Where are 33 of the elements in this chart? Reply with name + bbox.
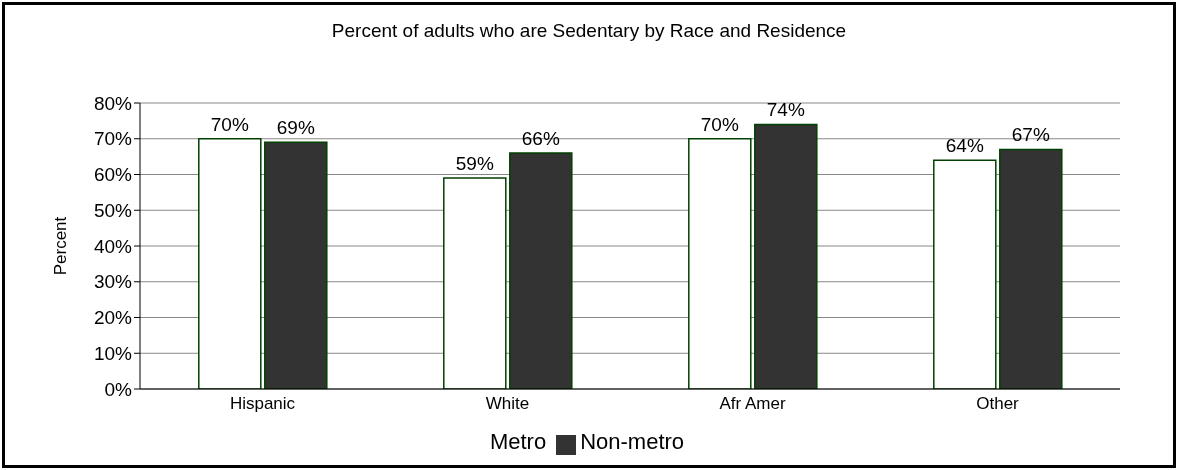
y-tick-label: 80% [93,92,133,114]
x-tick-label: Afr Amer [719,394,786,414]
y-tick-label: 20% [93,307,133,329]
y-axis-title: Percent [51,216,71,276]
series-label: Metro [489,429,547,454]
data-label: 70% [700,113,739,135]
legend-label: Non-metro [580,429,685,454]
bar [509,152,573,389]
y-tick-label: 60% [93,164,133,186]
data-label: 59% [455,153,494,175]
x-tick-label: White [485,394,530,414]
bar [198,138,262,389]
y-tick-label: 50% [93,199,133,221]
data-label: 74% [766,99,805,121]
data-label: 64% [945,135,984,157]
chart-title: Percent of adults who are Sedentary by Race and Residence [330,20,848,42]
bar [443,177,507,389]
y-tick-label: 10% [93,342,133,364]
y-tick-label: 30% [93,271,133,293]
bar [754,123,818,389]
data-label: 67% [1011,124,1050,146]
data-label: 69% [276,117,315,139]
bar [933,159,997,389]
x-tick-label: Hispanic [229,394,296,414]
data-label: 66% [521,128,560,150]
bar [999,148,1063,389]
y-tick-label: 70% [93,128,133,150]
data-label: 70% [210,113,249,135]
y-tick-label: 0% [104,378,133,400]
bar [688,138,752,389]
y-tick-label: 40% [93,235,133,257]
bar [264,141,328,389]
x-tick-label: Other [976,394,1020,414]
